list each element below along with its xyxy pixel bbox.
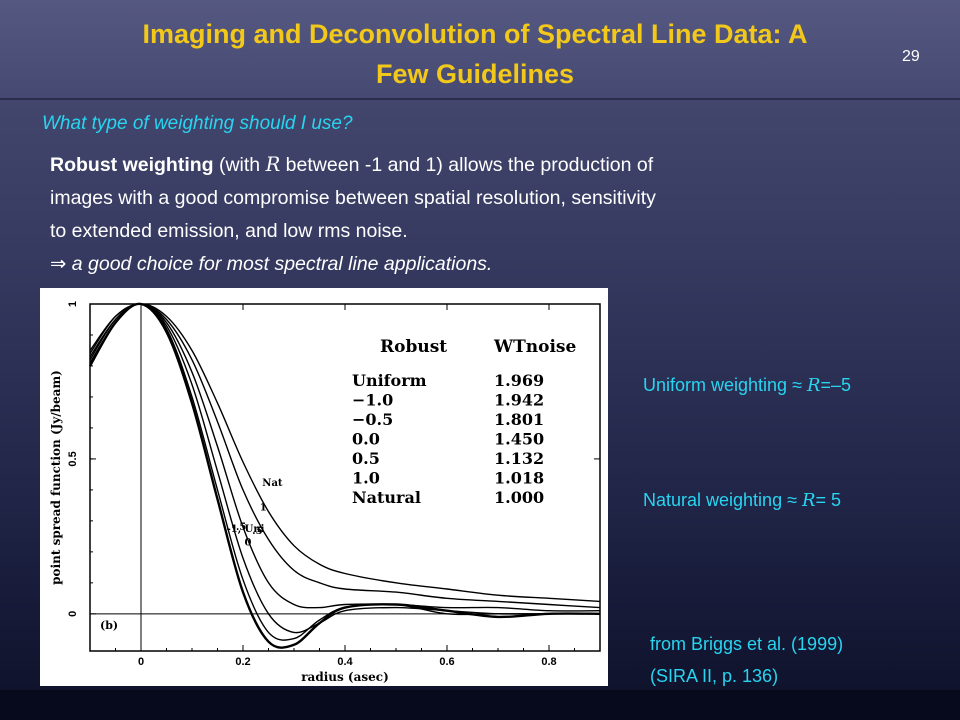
- table-header-wtnoise: WTnoise: [493, 337, 576, 357]
- body-line-3: to extended emission, and low rms noise.: [50, 220, 408, 242]
- body-text: Robust weighting (with R between -1 and …: [50, 148, 910, 281]
- uniform-weighting-note: Uniform weighting ≈ R=–5: [643, 375, 851, 396]
- implies-arrow-icon: ⇒: [50, 253, 67, 275]
- series-label: 1: [260, 503, 267, 514]
- series-label: 0: [244, 537, 251, 548]
- robust-parameter-symbol: R: [265, 153, 281, 176]
- uniform-note-value: =–5: [820, 375, 852, 395]
- x-tick-label: 0: [138, 656, 144, 668]
- series-label: .5: [252, 526, 262, 537]
- series-label: -.5: [232, 522, 247, 533]
- table-robust-value: Natural: [352, 488, 421, 507]
- y-axis-label: point spread function (Jy/beam): [49, 370, 63, 585]
- natural-note-value: = 5: [815, 490, 842, 510]
- body-segment-2: between -1 and 1) allows the production …: [280, 154, 654, 176]
- source-line-2: (SIRA II, p. 136): [650, 666, 779, 686]
- title-line-1: Imaging and Deconvolution of Spectral Li…: [142, 19, 808, 49]
- natural-note-prefix: Natural weighting ≈: [643, 490, 802, 510]
- page-number: 29: [902, 48, 920, 65]
- robust-weighting-lead: Robust weighting: [50, 154, 214, 176]
- psf-line-3: [89, 303, 601, 612]
- slide-title: Imaging and Deconvolution of Spectral Li…: [55, 14, 895, 94]
- x-tick-label: 0.6: [439, 656, 454, 668]
- table-robust-value: −0.5: [352, 410, 393, 429]
- footer-band: [0, 690, 960, 720]
- table-wtnoise-value: 1.942: [494, 391, 544, 410]
- table-robust-value: 0.5: [352, 449, 380, 468]
- table-robust-value: −1.0: [352, 391, 393, 410]
- panel-label: (b): [100, 619, 118, 632]
- uniform-r-symbol: R: [806, 375, 821, 396]
- x-tick-label: 0.4: [337, 656, 353, 668]
- psf-figure: 0 0.2 0.4 0.6 0.8 0 0.5 1 radius (asec) point spr…: [40, 288, 608, 686]
- body-line-4: ⇒ a good choice for most spectral line a…: [50, 248, 910, 281]
- source-citation: from Briggs et al. (1999) (SIRA II, p. 1…: [650, 628, 843, 692]
- y-tick-label: 1: [67, 301, 79, 307]
- body-segment-1: (with: [213, 154, 266, 176]
- title-line-2: Few Guidelines: [375, 59, 575, 89]
- table-wtnoise-value: 1.801: [494, 410, 544, 429]
- psf-line-4: [89, 303, 600, 634]
- x-tick-label: 0.2: [235, 656, 250, 668]
- table-robust-value: Uniform: [352, 371, 427, 390]
- table-wtnoise-value: 1.132: [494, 449, 544, 468]
- natural-r-symbol: R: [801, 490, 816, 511]
- title-bar: Imaging and Deconvolution of Spectral Li…: [0, 0, 960, 100]
- y-tick-label: 0: [67, 611, 79, 617]
- table-header-robust: Robust: [380, 337, 447, 357]
- table-robust-value: 1.0: [352, 469, 380, 488]
- body-line-2: images with a good compromise between sp…: [50, 187, 656, 209]
- table-wtnoise-value: 1.450: [494, 430, 544, 449]
- series-label: -1, Uni: [227, 524, 265, 535]
- table-wtnoise-value: 1.000: [494, 488, 544, 507]
- table-wtnoise-value: 1.018: [494, 469, 544, 488]
- source-line-1: from Briggs et al. (1999): [650, 634, 844, 654]
- conclusion-text: a good choice for most spectral line app…: [66, 253, 493, 275]
- psf-line-1: [89, 303, 601, 603]
- y-tick-label: 0.5: [67, 451, 79, 466]
- series-label: Nat: [262, 478, 283, 489]
- psf-line-6: [88, 302, 601, 649]
- natural-weighting-note: Natural weighting ≈ R= 5: [643, 490, 841, 511]
- uniform-note-prefix: Uniform weighting ≈: [643, 375, 807, 395]
- table-wtnoise-value: 1.969: [494, 371, 544, 390]
- table-robust-value: 0.0: [352, 430, 380, 449]
- slide-subtitle: What type of weighting should I use?: [42, 113, 353, 134]
- x-tick-label: 0.8: [541, 656, 556, 668]
- x-axis-label: radius (asec): [301, 670, 389, 684]
- body-line-1: Robust weighting (with R between -1 and …: [50, 148, 910, 182]
